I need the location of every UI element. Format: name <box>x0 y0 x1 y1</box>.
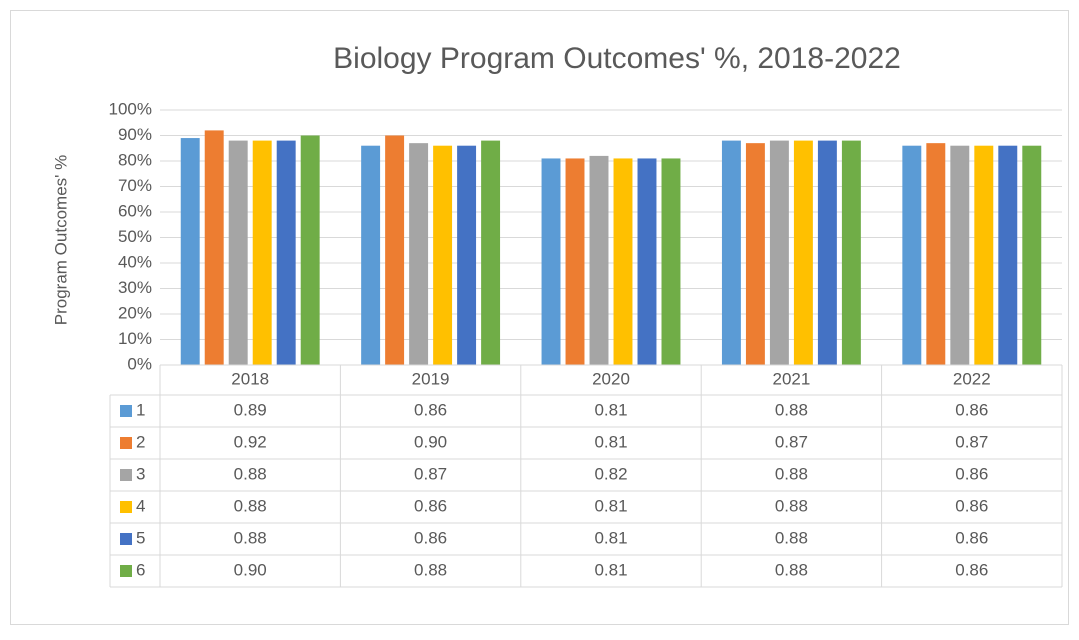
y-tick-label: 50% <box>118 227 152 246</box>
bar <box>841 140 861 365</box>
x-tick-label: 2019 <box>412 369 450 388</box>
bar <box>721 140 741 365</box>
table-value: 0.88 <box>775 528 808 547</box>
legend-key <box>120 565 132 577</box>
table-value: 0.86 <box>955 400 988 419</box>
table-value: 0.92 <box>234 432 267 451</box>
bar <box>745 143 765 365</box>
table-value: 0.86 <box>414 496 447 515</box>
legend-key <box>120 533 132 545</box>
bar <box>385 135 405 365</box>
bar <box>817 140 837 365</box>
table-value: 0.81 <box>594 400 627 419</box>
legend-label: 2 <box>136 432 145 451</box>
table-value: 0.87 <box>414 464 447 483</box>
bar <box>950 145 970 365</box>
bar <box>902 145 922 365</box>
y-tick-label: 40% <box>118 252 152 271</box>
legend-key <box>120 469 132 481</box>
bar <box>409 143 429 365</box>
table-value: 0.87 <box>775 432 808 451</box>
table-value: 0.87 <box>955 432 988 451</box>
x-tick-label: 2018 <box>231 369 269 388</box>
legend-label: 4 <box>136 496 145 515</box>
legend-label: 6 <box>136 560 145 579</box>
table-value: 0.86 <box>955 528 988 547</box>
x-tick-label: 2020 <box>592 369 630 388</box>
bar <box>300 135 320 365</box>
bar <box>457 145 477 365</box>
table-value: 0.86 <box>955 464 988 483</box>
x-tick-label: 2022 <box>953 369 991 388</box>
y-tick-label: 100% <box>109 99 152 118</box>
table-value: 0.88 <box>775 496 808 515</box>
table-value: 0.88 <box>775 464 808 483</box>
bar <box>589 155 609 365</box>
bar <box>613 158 633 365</box>
y-tick-label: 70% <box>118 176 152 195</box>
y-tick-label: 20% <box>118 303 152 322</box>
table-value: 0.81 <box>594 560 627 579</box>
bar <box>661 158 681 365</box>
bar <box>565 158 585 365</box>
legend-label: 1 <box>136 400 145 419</box>
y-tick-label: 90% <box>118 125 152 144</box>
y-tick-label: 30% <box>118 278 152 297</box>
bar <box>481 140 501 365</box>
bar <box>228 140 248 365</box>
legend-key <box>120 405 132 417</box>
bar <box>276 140 296 365</box>
y-tick-label: 60% <box>118 201 152 220</box>
legend-label: 5 <box>136 528 145 547</box>
table-value: 0.86 <box>414 528 447 547</box>
table-value: 0.82 <box>594 464 627 483</box>
y-axis-label: Program Outcomes' % <box>51 155 70 325</box>
bar <box>252 140 272 365</box>
bar <box>541 158 561 365</box>
table-value: 0.88 <box>775 560 808 579</box>
table-value: 0.90 <box>414 432 447 451</box>
table-value: 0.88 <box>234 496 267 515</box>
table-value: 0.90 <box>234 560 267 579</box>
bar <box>769 140 789 365</box>
table-value: 0.86 <box>414 400 447 419</box>
bar <box>974 145 994 365</box>
table-value: 0.88 <box>775 400 808 419</box>
bar <box>1022 145 1042 365</box>
bar <box>204 130 224 365</box>
y-tick-label: 10% <box>118 329 152 348</box>
chart-title: Biology Program Outcomes' %, 2018-2022 <box>333 42 901 75</box>
table-value: 0.81 <box>594 496 627 515</box>
table-value: 0.88 <box>414 560 447 579</box>
legend-key <box>120 501 132 513</box>
y-tick-label: 0% <box>127 354 152 373</box>
x-tick-label: 2021 <box>772 369 810 388</box>
table-value: 0.81 <box>594 432 627 451</box>
table-value: 0.86 <box>955 560 988 579</box>
y-tick-label: 80% <box>118 150 152 169</box>
bar <box>180 138 200 365</box>
bar <box>998 145 1018 365</box>
legend-key <box>120 437 132 449</box>
bar <box>793 140 813 365</box>
bar <box>433 145 453 365</box>
bar <box>361 145 381 365</box>
table-value: 0.88 <box>234 464 267 483</box>
table-value: 0.86 <box>955 496 988 515</box>
bar <box>926 143 946 365</box>
table-value: 0.88 <box>234 528 267 547</box>
bar <box>637 158 657 365</box>
table-value: 0.89 <box>234 400 267 419</box>
legend-label: 3 <box>136 464 145 483</box>
table-value: 0.81 <box>594 528 627 547</box>
